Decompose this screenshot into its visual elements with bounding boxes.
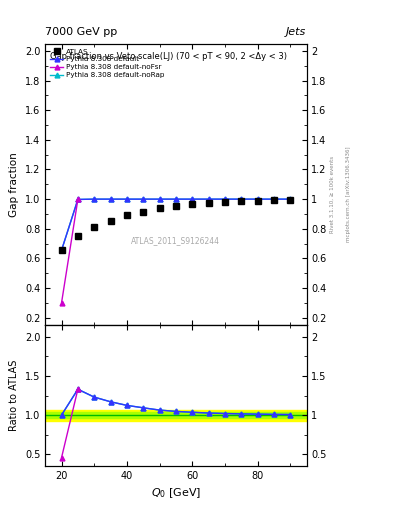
Pythia 8.308 default-noRap bbox=[157, 196, 162, 202]
Bar bbox=[45, 410, 307, 420]
ATLAS bbox=[288, 197, 292, 203]
ATLAS bbox=[92, 224, 97, 230]
Pythia 8.308 default-noRap bbox=[255, 196, 260, 202]
Pythia 8.308 default bbox=[239, 196, 244, 202]
Pythia 8.308 default-noFsr bbox=[75, 197, 80, 203]
Line: Pythia 8.308 default-noFsr: Pythia 8.308 default-noFsr bbox=[59, 197, 80, 305]
ATLAS bbox=[59, 246, 64, 252]
Y-axis label: Ratio to ATLAS: Ratio to ATLAS bbox=[9, 360, 19, 431]
Text: 7000 GeV pp: 7000 GeV pp bbox=[45, 27, 118, 37]
ATLAS bbox=[272, 198, 276, 204]
ATLAS bbox=[157, 205, 162, 211]
Pythia 8.308 default bbox=[174, 196, 178, 202]
Pythia 8.308 default-noRap bbox=[206, 196, 211, 202]
Pythia 8.308 default bbox=[206, 196, 211, 202]
Line: Pythia 8.308 default-noRap: Pythia 8.308 default-noRap bbox=[59, 197, 293, 253]
Pythia 8.308 default bbox=[75, 197, 80, 203]
Y-axis label: Gap fraction: Gap fraction bbox=[9, 152, 19, 217]
Pythia 8.308 default-noRap bbox=[108, 196, 113, 202]
ATLAS bbox=[190, 201, 195, 207]
Pythia 8.308 default bbox=[222, 196, 227, 202]
Pythia 8.308 default-noRap bbox=[125, 196, 129, 202]
Pythia 8.308 default-noRap bbox=[141, 196, 145, 202]
Pythia 8.308 default-noRap bbox=[190, 196, 195, 202]
Text: Jets: Jets bbox=[286, 27, 307, 37]
Pythia 8.308 default-noRap bbox=[288, 196, 292, 202]
Pythia 8.308 default-noFsr bbox=[59, 300, 64, 306]
ATLAS bbox=[222, 199, 227, 205]
Bar bbox=[45, 412, 307, 418]
Pythia 8.308 default-noRap bbox=[272, 196, 276, 202]
Pythia 8.308 default bbox=[125, 196, 129, 202]
Legend: ATLAS, Pythia 8.308 default, Pythia 8.308 default-noFsr, Pythia 8.308 default-no: ATLAS, Pythia 8.308 default, Pythia 8.30… bbox=[49, 47, 166, 80]
Line: Pythia 8.308 default: Pythia 8.308 default bbox=[59, 197, 293, 253]
Pythia 8.308 default-noRap bbox=[92, 196, 97, 202]
Pythia 8.308 default bbox=[59, 247, 64, 253]
ATLAS bbox=[239, 198, 244, 204]
Pythia 8.308 default-noRap bbox=[59, 247, 64, 253]
Text: ATLAS_2011_S9126244: ATLAS_2011_S9126244 bbox=[131, 236, 220, 245]
ATLAS bbox=[75, 233, 80, 239]
ATLAS bbox=[206, 200, 211, 206]
Pythia 8.308 default bbox=[141, 196, 145, 202]
Pythia 8.308 default bbox=[272, 196, 276, 202]
Pythia 8.308 default-noRap bbox=[75, 197, 80, 203]
Pythia 8.308 default bbox=[190, 196, 195, 202]
ATLAS bbox=[174, 203, 178, 209]
Pythia 8.308 default bbox=[255, 196, 260, 202]
X-axis label: $Q_0$ [GeV]: $Q_0$ [GeV] bbox=[151, 486, 201, 500]
Pythia 8.308 default-noRap bbox=[174, 196, 178, 202]
ATLAS bbox=[255, 198, 260, 204]
ATLAS bbox=[108, 218, 113, 224]
Text: Gap fraction vs Veto scale(LJ) (70 < pT < 90, 2 <Δy < 3): Gap fraction vs Veto scale(LJ) (70 < pT … bbox=[50, 52, 287, 61]
ATLAS bbox=[125, 212, 129, 219]
Pythia 8.308 default bbox=[157, 196, 162, 202]
Pythia 8.308 default bbox=[108, 196, 113, 202]
Line: ATLAS: ATLAS bbox=[59, 198, 293, 252]
ATLAS bbox=[141, 209, 145, 215]
Text: mcplots.cern.ch [arXiv:1306.3436]: mcplots.cern.ch [arXiv:1306.3436] bbox=[346, 147, 351, 242]
Pythia 8.308 default bbox=[92, 196, 97, 202]
Pythia 8.308 default bbox=[288, 196, 292, 202]
Text: Rivet 3.1.10, ≥ 100k events: Rivet 3.1.10, ≥ 100k events bbox=[330, 156, 335, 233]
Pythia 8.308 default-noRap bbox=[222, 196, 227, 202]
Pythia 8.308 default-noRap bbox=[239, 196, 244, 202]
